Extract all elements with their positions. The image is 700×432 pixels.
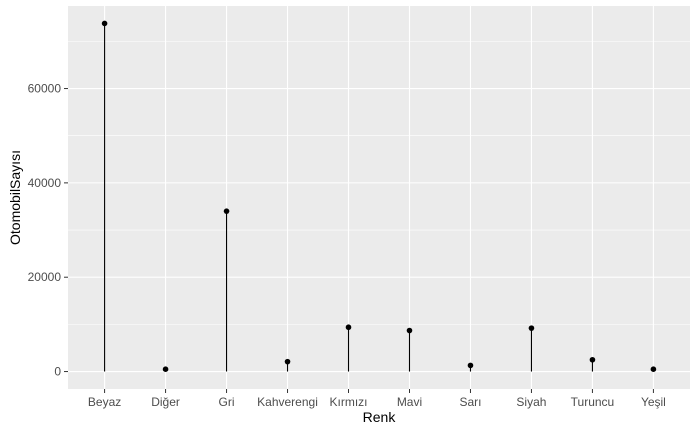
x-tick-label: Kırmızı [330, 395, 368, 409]
lollipop-point [162, 366, 169, 372]
y-tick-label: 0 [54, 365, 61, 379]
lollipop-point [223, 208, 230, 214]
grid-major [68, 6, 690, 389]
data-marks [101, 20, 657, 372]
lollipop-point [101, 20, 108, 27]
y-tick-label: 40000 [28, 176, 62, 190]
y-tick-label: 20000 [28, 270, 62, 284]
grid-minor [68, 41, 690, 325]
lollipop-point [650, 366, 657, 372]
lollipop-point [589, 356, 596, 363]
x-tick-label: Beyaz [88, 395, 121, 409]
y-tick-label: 60000 [28, 82, 62, 96]
lollipop-point [345, 324, 352, 331]
lollipop-point [528, 325, 535, 331]
x-tick-label: Diğer [151, 395, 180, 409]
x-axis: Beyaz Diğer Gri Kahverengi Kırmızı Mavi Sarı Si… [88, 389, 666, 409]
lollipop-point [406, 327, 413, 334]
x-tick-label: Gri [219, 395, 235, 409]
x-tick-label: Turuncu [571, 395, 615, 409]
lollipop-point [284, 358, 291, 365]
y-axis: 0 20000 40000 60000 [28, 82, 68, 379]
x-tick-label: Mavi [397, 395, 422, 409]
x-tick-label: Kahverengi [257, 395, 318, 409]
x-tick-label: Sarı [459, 395, 481, 409]
x-axis-title: Renk [363, 409, 397, 425]
lollipop-point [467, 362, 474, 369]
y-axis-title: OtomobilSayısı [7, 150, 23, 245]
plot-panel [68, 6, 690, 389]
x-tick-label: Siyah [516, 395, 546, 409]
x-tick-label: Yeşil [641, 395, 666, 409]
